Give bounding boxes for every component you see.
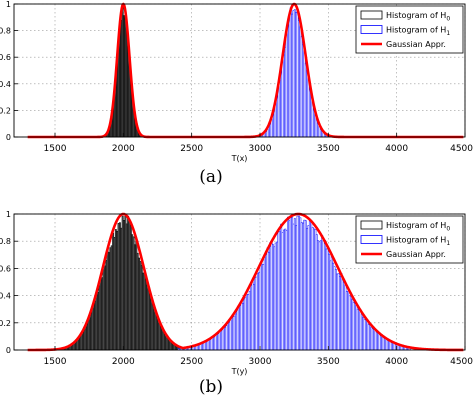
x-tick-label: 2500 <box>180 144 203 154</box>
caption-b: (b) <box>199 377 223 397</box>
x-axis-label: T(x) <box>231 154 248 163</box>
legend-entry: Gaussian Appr. <box>361 40 446 49</box>
legend-label-text: Histogram of H <box>386 221 446 230</box>
x-tick-label: 4000 <box>385 144 408 154</box>
legend-entry: Gaussian Appr. <box>361 250 446 259</box>
legend-label-subscript: 1 <box>446 30 450 37</box>
legend-label-text: Gaussian Appr. <box>386 250 446 259</box>
y-tick-label: 1 <box>6 210 11 219</box>
legend-entry: Histogram of H0 <box>360 220 450 233</box>
x-tick-label: 1500 <box>44 144 67 154</box>
legend-label: Histogram of H1 <box>386 236 450 248</box>
axes-frame <box>13 213 466 351</box>
legend-label-text: Histogram of H <box>386 236 446 245</box>
x-tick-label: 2500 <box>180 357 203 367</box>
y-tick-label: 0.8 <box>0 237 11 246</box>
y-tick-label: 0 <box>6 133 11 142</box>
x-axis-label: T(y) <box>231 367 248 376</box>
x-tick-label: 2000 <box>112 144 135 154</box>
legend-label-text: Histogram of H <box>386 26 446 35</box>
legend-label-subscript: 1 <box>446 240 450 247</box>
y-tick-label: 0.4 <box>0 80 11 89</box>
legend-swatch <box>360 10 383 20</box>
x-tick-label: 3500 <box>317 357 340 367</box>
legend-entry: Histogram of H1 <box>360 235 450 248</box>
y-tick-label: 0.6 <box>0 53 11 62</box>
x-tick-label: 4500 <box>450 357 473 367</box>
legend-label: Gaussian Appr. <box>386 40 446 49</box>
legend-label-subscript: 0 <box>446 16 450 23</box>
x-tick-label: 4000 <box>385 357 408 367</box>
chart-panel-a: 1500 2000 2500 3000 3500 4000 4500 0 0.2 0.4 0.6 0.… <box>0 0 473 163</box>
legend-label: Gaussian Appr. <box>386 250 446 259</box>
legend-label-subscript: 0 <box>446 226 450 233</box>
legend-entry: Histogram of H0 <box>360 10 450 23</box>
gaussian-curve <box>26 212 465 352</box>
legend-swatch <box>360 25 383 34</box>
legend-label: Histogram of H0 <box>386 221 450 233</box>
x-tick-label: 3000 <box>249 144 272 154</box>
y-tick-label: 0 <box>6 346 11 355</box>
caption-a: (a) <box>199 167 222 187</box>
legend-label: Histogram of H0 <box>386 11 450 23</box>
y-tick-label: 0.8 <box>0 27 11 36</box>
legend-label-text: Histogram of H <box>386 11 446 20</box>
legend-swatch <box>360 220 383 230</box>
x-tick-label: 3000 <box>249 357 272 367</box>
x-tick-label: 3500 <box>317 144 340 154</box>
y-tick-label: 0.2 <box>0 106 11 115</box>
legend-label: Histogram of H1 <box>386 26 450 38</box>
y-tick-label: 0.2 <box>0 319 11 328</box>
legend-label-text: Gaussian Appr. <box>386 40 446 49</box>
y-tick-label: 0.4 <box>0 292 11 301</box>
x-tick-label: 4500 <box>450 144 473 154</box>
x-tick-label: 2000 <box>112 357 135 367</box>
x-tick-label: 1500 <box>44 357 67 367</box>
legend-entry: Histogram of H1 <box>360 25 450 38</box>
axes-frame <box>13 3 466 138</box>
y-tick-label: 0.6 <box>0 264 11 273</box>
legend-swatch <box>360 235 383 244</box>
chart-panel-b: 1500 2000 2500 3000 3500 4000 4500 0 0.2 0.4 0.6 0.… <box>0 210 473 376</box>
y-tick-label: 1 <box>6 0 11 9</box>
